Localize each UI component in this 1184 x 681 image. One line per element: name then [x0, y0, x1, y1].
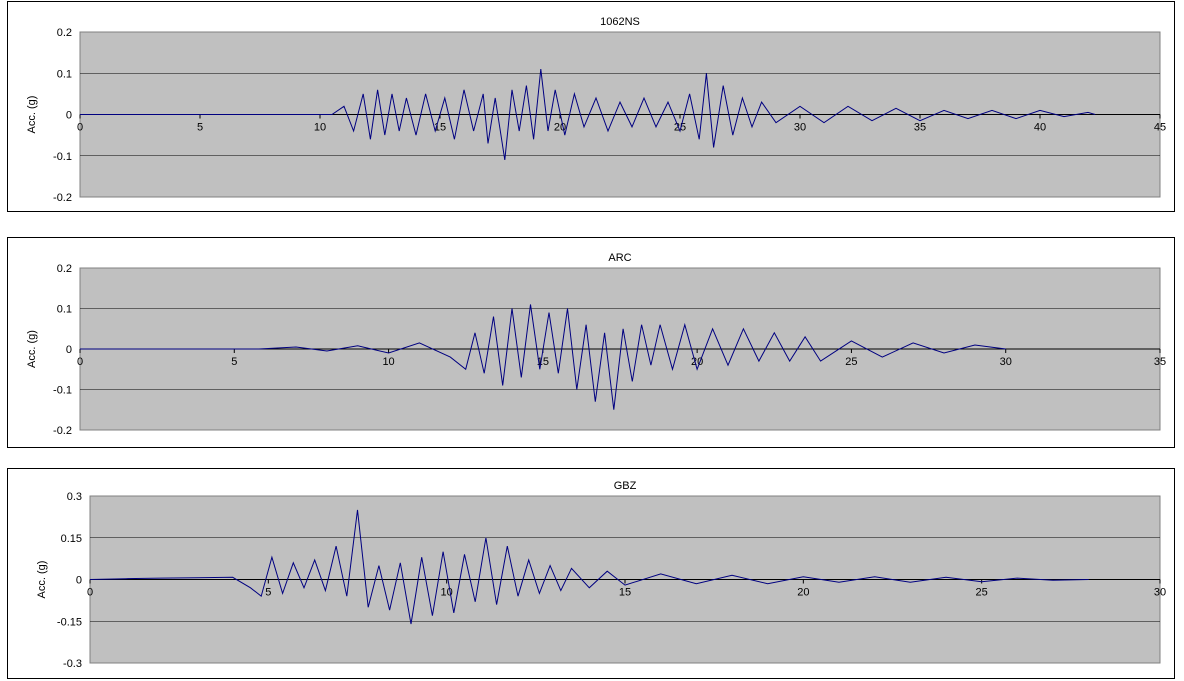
y-tick-label: -0.2: [53, 192, 72, 204]
y-tick-label: 0.1: [57, 68, 72, 80]
series-line: [80, 304, 1006, 410]
series-line: [89, 509, 1089, 625]
x-tick-label: 0: [77, 356, 83, 368]
chart-panel-arc: 0.2 0.1 0 -0.1 -0.2 0 5 10 15 20 25 30 35 ARC Acc. (g): [7, 237, 1175, 448]
y-tick-label: 0.2: [57, 263, 72, 275]
x-tick-label: 5: [231, 356, 237, 368]
y-tick-label: 0.1: [57, 304, 72, 316]
y-tick-label: 0: [66, 344, 72, 356]
y-axis-label: Acc. (g): [26, 96, 38, 134]
x-tick-label: 0: [77, 122, 83, 134]
y-tick-label: -0.1: [53, 151, 72, 163]
x-tick-label: 30: [1154, 587, 1166, 599]
chart-title: ARC: [608, 252, 631, 264]
x-tick-label: 15: [619, 587, 631, 599]
y-tick-label: -0.15: [57, 616, 82, 628]
x-tick-label: 10: [314, 122, 326, 134]
series-line: [80, 69, 1096, 160]
y-tick-label: 0: [66, 110, 72, 122]
y-tick-label: 0.2: [57, 27, 72, 39]
line-chart-1062ns: 0.20.10-0.1-0.20 5 10 15 20 25 30 35 40 451062NSA…: [26, 16, 1166, 204]
chart-panel-gbz: 0.3 0.15 0 -0.15 -0.3 0 5 10 15 20 25 30 GBZ Acc. (g): [7, 468, 1175, 679]
x-tick-label: 5: [197, 122, 203, 134]
x-tick-label: 5: [265, 587, 271, 599]
y-tick-label: 0: [76, 575, 82, 587]
chart-title: 1062NS: [600, 16, 640, 28]
x-tick-label: 45: [1154, 122, 1166, 134]
x-tick-label: 0: [87, 587, 93, 599]
x-tick-label: 25: [845, 356, 857, 368]
x-tick-label: 25: [976, 587, 988, 599]
y-axis-label: Acc. (g): [36, 561, 48, 599]
x-tick-label: 20: [797, 587, 809, 599]
x-tick-label: 15: [537, 356, 549, 368]
x-tick-label: 30: [794, 122, 806, 134]
y-tick-label: -0.2: [53, 425, 72, 437]
x-tick-label: 30: [1000, 356, 1012, 368]
x-tick-label: 10: [382, 356, 394, 368]
x-tick-label: 35: [914, 122, 926, 134]
y-tick-label: 0.15: [61, 533, 82, 545]
chart-title: GBZ: [614, 480, 637, 492]
y-axis-label: Acc. (g): [26, 330, 38, 368]
y-tick-label: 0.3: [67, 491, 82, 503]
y-tick-label: -0.3: [63, 658, 82, 670]
chart-panel-1062ns: 0.2 0.1 0 -0.1 -0.2 0 5 10 15 20 25 30 35 40 45 1062NS A…: [7, 1, 1175, 212]
y-tick-label: -0.1: [53, 385, 72, 397]
x-tick-label: 35: [1154, 356, 1166, 368]
x-tick-label: 40: [1034, 122, 1046, 134]
